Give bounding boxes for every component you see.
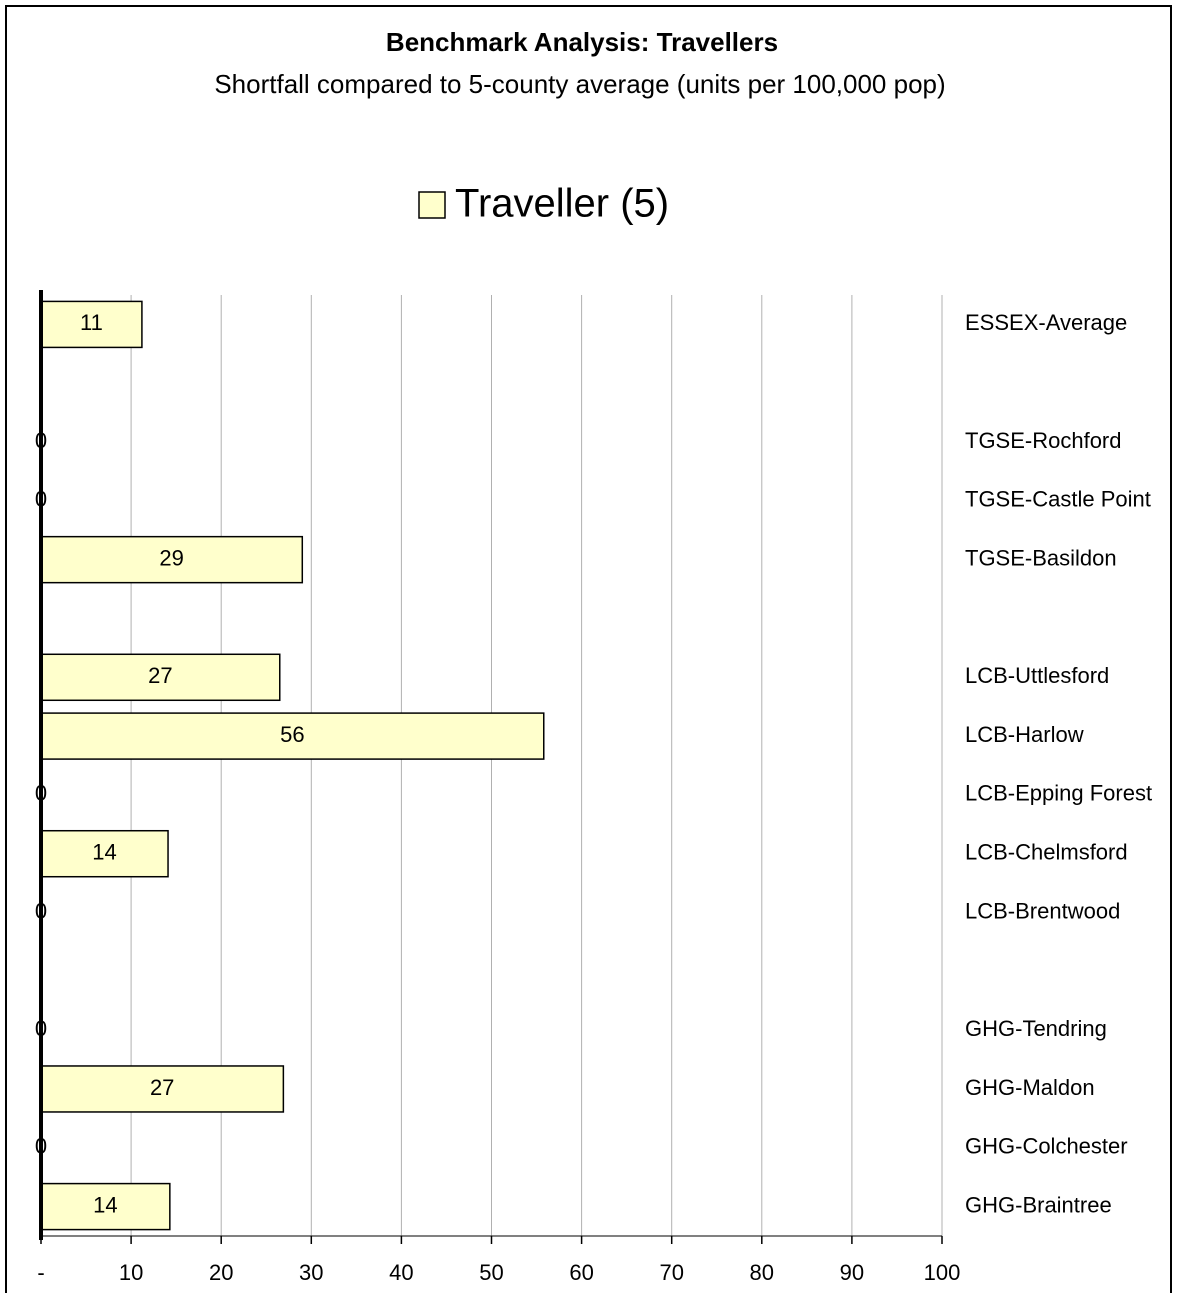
y-tick-label: LCB-Epping Forest [965, 781, 1152, 806]
x-tick-label: 80 [750, 1260, 774, 1285]
y-tick-label: LCB-Harlow [965, 722, 1084, 747]
x-tick-label: 90 [840, 1260, 864, 1285]
x-tick-label: 30 [299, 1260, 323, 1285]
y-tick-label: TGSE-Rochford [965, 428, 1122, 453]
bar [40, 1065, 285, 1113]
y-tick-label: TGSE-Basildon [965, 545, 1117, 570]
x-tick-label: 100 [924, 1260, 961, 1285]
y-tick-label: TGSE-Castle Point [965, 487, 1151, 512]
y-tick-label: LCB-Uttlesford [965, 663, 1109, 688]
bar [40, 535, 304, 584]
y-tick-label: LCB-Brentwood [965, 898, 1120, 923]
y-tick-label: GHG-Tendring [965, 1016, 1107, 1041]
x-tick-label: 50 [479, 1260, 503, 1285]
y-tick-label: GHG-Colchester [965, 1134, 1128, 1159]
data-label: 27 [148, 663, 172, 688]
data-label: 29 [159, 545, 183, 570]
bar [40, 653, 281, 702]
data-label: 27 [150, 1075, 174, 1100]
y-tick-label: LCB-Chelmsford [965, 840, 1128, 865]
x-tick-label: - [37, 1260, 44, 1285]
x-tick-label: 10 [119, 1260, 143, 1285]
x-tick-label: 60 [569, 1260, 593, 1285]
data-label: 56 [280, 722, 304, 747]
legend-swatch [418, 191, 446, 219]
bar [40, 712, 545, 760]
bar [40, 300, 143, 349]
data-label: 14 [93, 1192, 117, 1217]
x-tick-label: 20 [209, 1260, 233, 1285]
chart-title: Benchmark Analysis: Travellers [386, 27, 778, 57]
data-label: 11 [80, 310, 103, 335]
bar [40, 829, 169, 878]
legend-label: Traveller (5) [455, 182, 669, 226]
y-tick-label: GHG-Maldon [965, 1075, 1095, 1100]
bar [40, 1182, 171, 1231]
y-tick-label: ESSEX-Average [965, 310, 1127, 335]
y-tick-label: GHG-Braintree [965, 1192, 1112, 1217]
x-tick-label: 70 [659, 1260, 683, 1285]
x-tick-label: 40 [389, 1260, 413, 1285]
chart-subtitle: Shortfall compared to 5-county average (… [214, 69, 945, 99]
data-label: 14 [92, 840, 116, 865]
